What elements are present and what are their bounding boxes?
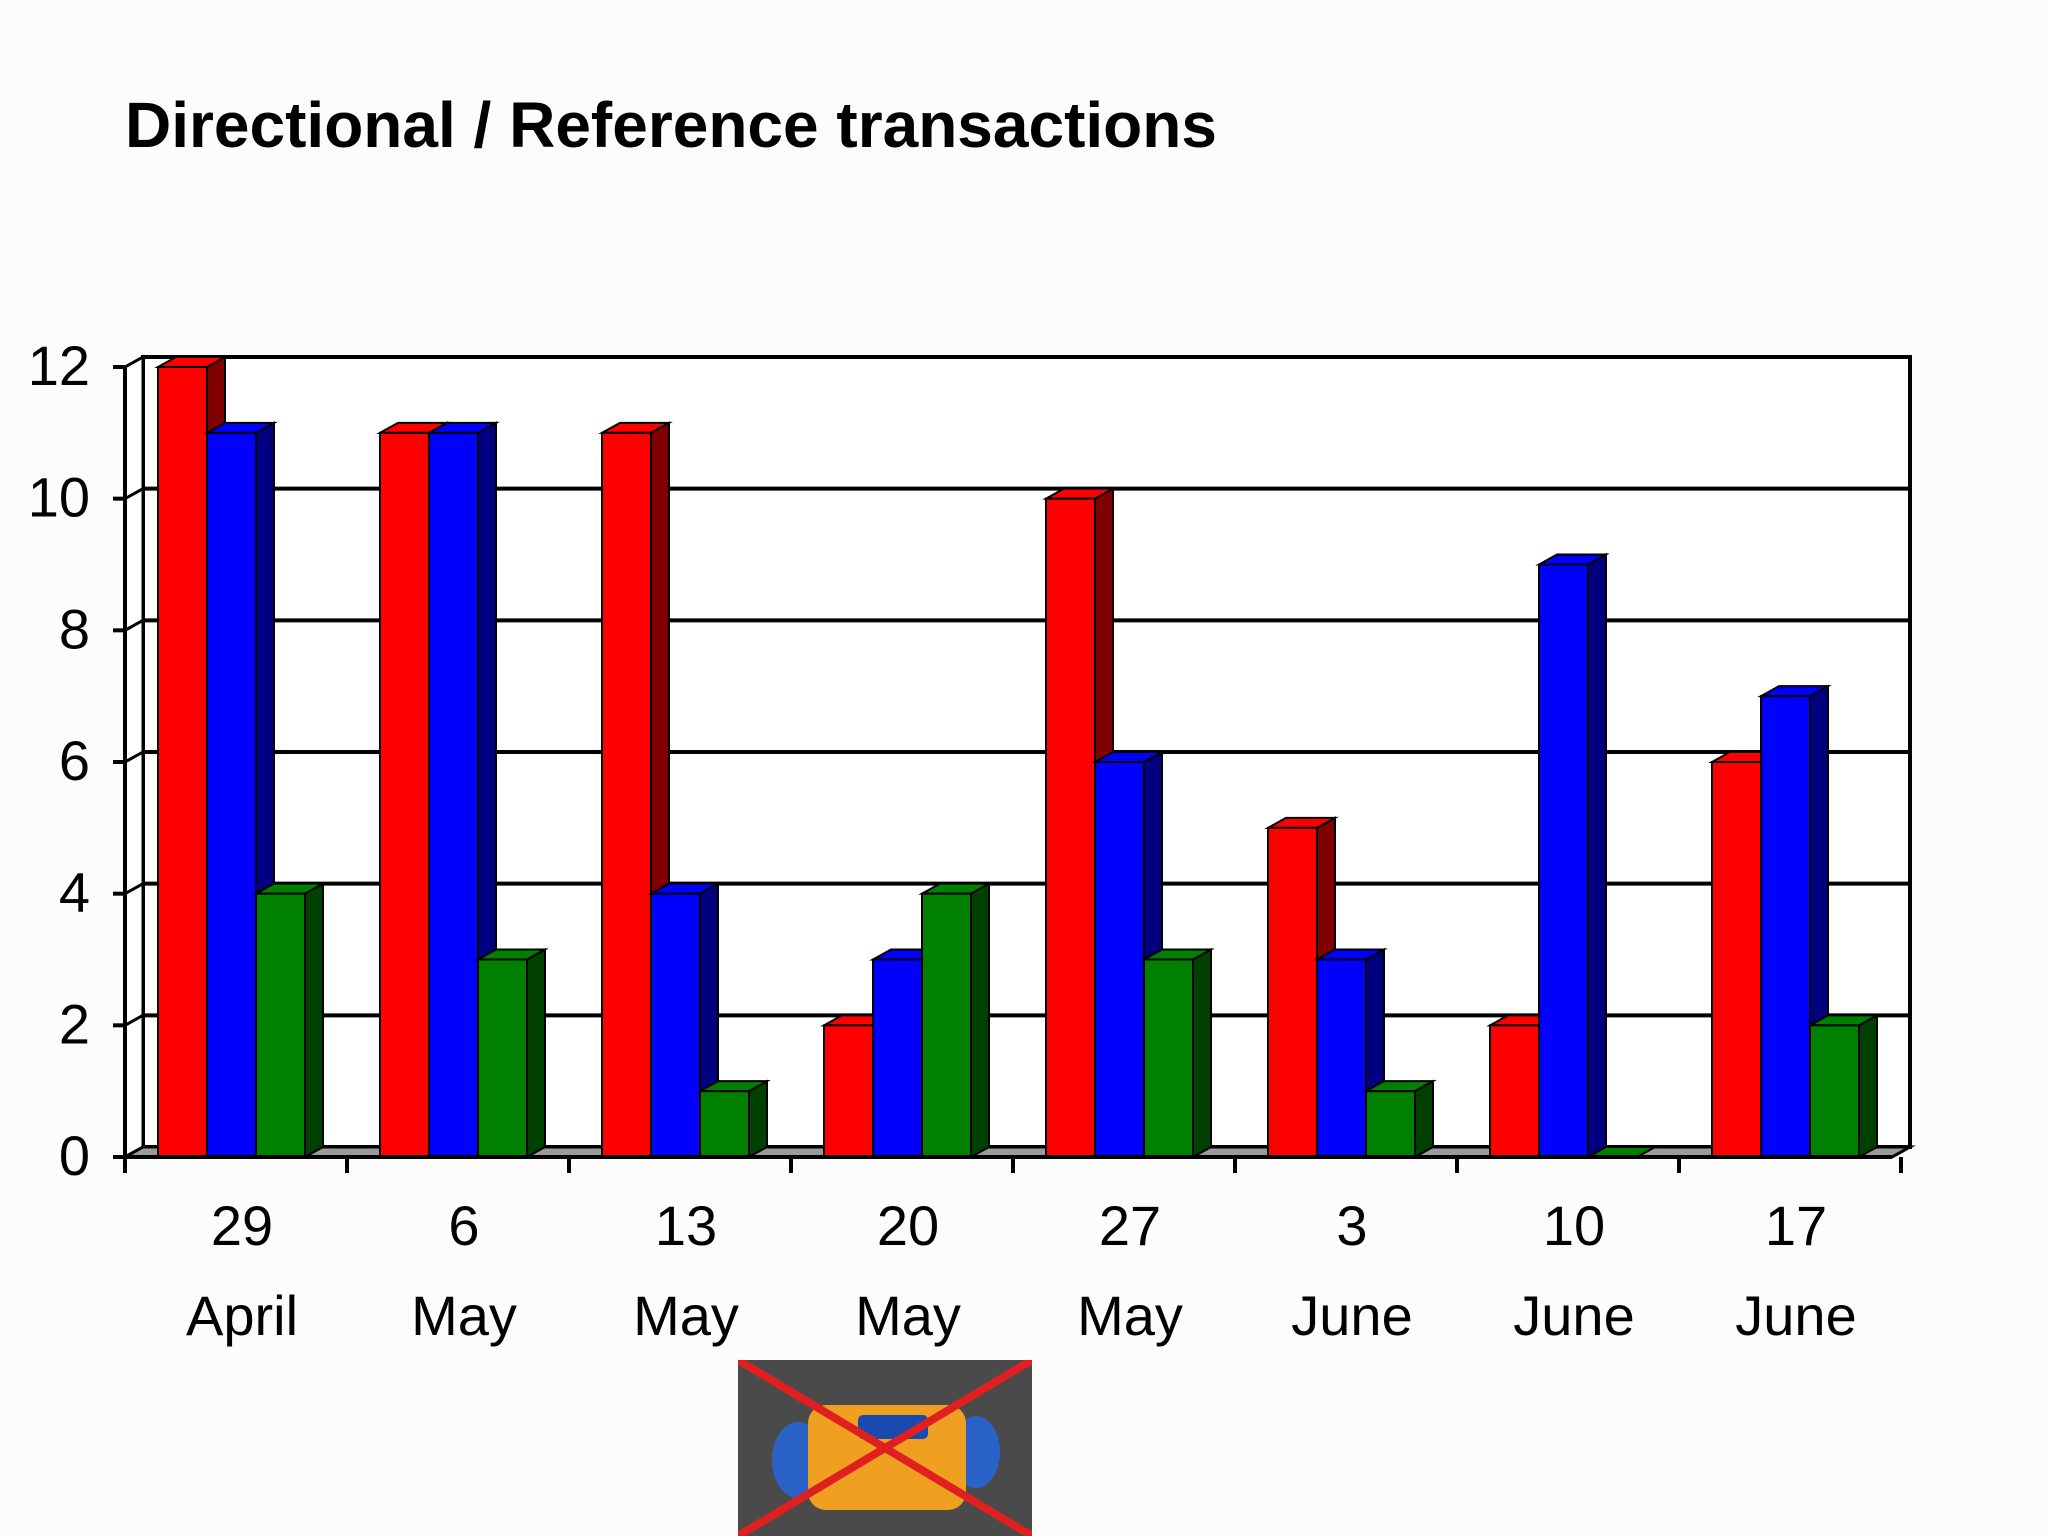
bar xyxy=(1316,958,1367,1158)
bar xyxy=(1365,1090,1416,1158)
chart-title: Directional / Reference transactions xyxy=(125,89,1217,161)
y-tick-label: 10 xyxy=(28,466,90,529)
bar-side xyxy=(1587,552,1607,1159)
bar xyxy=(872,958,923,1158)
bar xyxy=(1538,563,1589,1158)
bar xyxy=(601,431,652,1159)
bar xyxy=(1489,1024,1540,1159)
bar-side xyxy=(1192,947,1212,1159)
x-tick-label: June xyxy=(1291,1284,1412,1347)
y-tick-label: 12 xyxy=(28,334,90,397)
bar-side xyxy=(1414,1079,1434,1159)
bar-side xyxy=(1858,1013,1878,1159)
x-tick-label: 10 xyxy=(1543,1194,1605,1257)
gridline-side xyxy=(124,882,144,895)
cross-line-2 xyxy=(738,1360,1032,1536)
bar xyxy=(823,1024,874,1159)
bar-side xyxy=(748,1079,768,1159)
x-tick-label: 13 xyxy=(655,1194,717,1257)
bar xyxy=(1711,761,1762,1158)
bar xyxy=(921,892,972,1159)
bar xyxy=(1045,497,1096,1158)
bar-side xyxy=(526,947,546,1159)
bar xyxy=(379,431,430,1159)
x-tick-label: April xyxy=(186,1284,298,1347)
bar-side xyxy=(970,881,990,1159)
x-tick-label: June xyxy=(1735,1284,1856,1347)
gridline-side xyxy=(124,487,144,500)
gridline-side xyxy=(124,1014,144,1027)
gridline-side xyxy=(124,619,144,632)
bar xyxy=(650,892,701,1159)
bar xyxy=(428,431,479,1159)
crossed-out-candy-icon xyxy=(738,1360,1032,1536)
x-tick-label: May xyxy=(855,1284,961,1347)
x-tick-label: 20 xyxy=(877,1194,939,1257)
y-tick-label: 2 xyxy=(59,992,90,1055)
bar-side xyxy=(304,881,324,1159)
bar-chart: 0 2 4 6 8 10 12 29 April 6 May 13 May 20 May 27 May 3 June… xyxy=(28,334,1916,1347)
bar xyxy=(255,892,306,1159)
x-tick-label: May xyxy=(1077,1284,1183,1347)
bar xyxy=(206,431,257,1159)
x-tick-label: May xyxy=(633,1284,739,1347)
bar xyxy=(477,958,528,1158)
x-tick-label: 6 xyxy=(448,1194,479,1257)
y-tick-label: 0 xyxy=(59,1124,90,1187)
bars xyxy=(154,355,1881,1159)
bar xyxy=(1267,826,1318,1158)
y-tick-label: 6 xyxy=(59,729,90,792)
bar xyxy=(699,1090,750,1158)
x-tick-label: May xyxy=(411,1284,517,1347)
bar xyxy=(1760,695,1811,1159)
y-tick-label: 4 xyxy=(59,861,90,924)
bar xyxy=(1094,761,1145,1158)
x-tick-label: 29 xyxy=(211,1194,273,1257)
axes: 0 2 4 6 8 10 12 29 April 6 May 13 May 20 May 27 May 3 June… xyxy=(28,334,1903,1347)
x-tick-label: 3 xyxy=(1336,1194,1367,1257)
x-tick-label: June xyxy=(1513,1284,1634,1347)
bar xyxy=(1143,958,1194,1158)
x-tick-label: 27 xyxy=(1099,1194,1161,1257)
gridline-side xyxy=(124,750,144,764)
x-tick-label: 17 xyxy=(1765,1194,1827,1257)
bar xyxy=(1809,1024,1860,1159)
bar xyxy=(157,366,208,1158)
y-tick-label: 8 xyxy=(59,597,90,660)
